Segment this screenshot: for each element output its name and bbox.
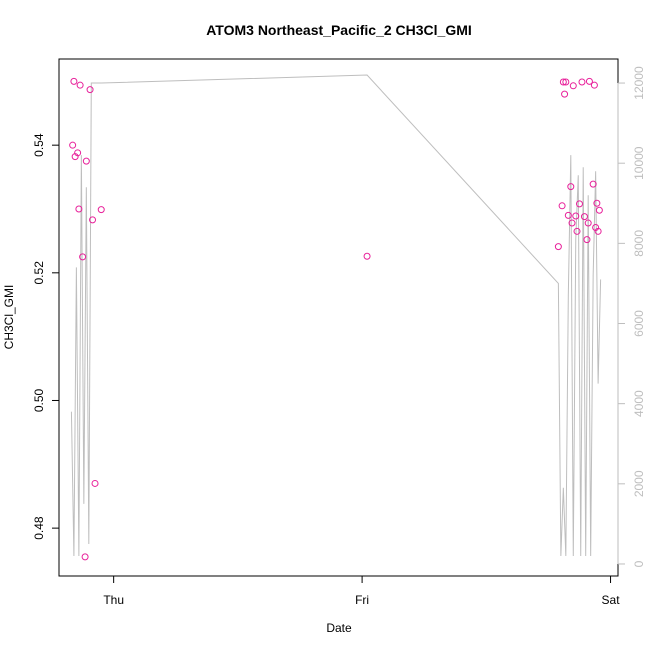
data-point <box>567 183 575 191</box>
x-tick-label: Sat <box>602 593 621 607</box>
x-axis: Thu Fri Sat <box>103 575 621 607</box>
y-tick-label: 0.54 <box>32 133 46 157</box>
chart-title: ATOM3 Northeast_Pacific_2 CH3Cl_GMI <box>206 22 472 38</box>
data-point <box>585 77 593 85</box>
data-point <box>363 252 371 260</box>
data-point <box>595 206 603 214</box>
data-point <box>583 236 591 244</box>
data-point <box>82 157 90 165</box>
data-point <box>561 90 569 98</box>
data-point <box>86 86 94 94</box>
y2-tick-label: 6000 <box>632 310 646 337</box>
data-point <box>593 199 601 207</box>
data-point <box>74 149 82 157</box>
data-point <box>558 202 566 210</box>
data-point <box>70 77 78 85</box>
y2-tick-label: 12000 <box>632 66 646 100</box>
data-point <box>562 78 570 86</box>
data-point <box>590 81 598 89</box>
data-point <box>584 219 592 227</box>
data-point <box>554 243 562 251</box>
data-point <box>97 206 105 214</box>
x-tick-label: Thu <box>103 593 124 607</box>
data-point <box>594 227 602 235</box>
x-axis-label: Date <box>326 621 352 635</box>
data-point <box>573 227 581 235</box>
data-point <box>575 200 583 208</box>
secondary-line-layer <box>70 74 602 556</box>
data-point <box>559 78 567 86</box>
y-axis-right: 0 2000 4000 6000 8000 10000 12000 <box>617 66 646 567</box>
y-axis-left: 0.48 0.50 0.52 0.54 <box>32 133 60 540</box>
data-point <box>572 212 580 220</box>
x-tick-label: Fri <box>355 593 369 607</box>
y-tick-label: 0.48 <box>32 516 46 540</box>
y2-tick-label: 10000 <box>632 146 646 180</box>
y2-tick-label: 4000 <box>632 390 646 417</box>
y-tick-label: 0.52 <box>32 261 46 285</box>
data-point <box>75 205 83 213</box>
data-point <box>81 553 89 561</box>
y-tick-label: 0.50 <box>32 388 46 412</box>
data-point <box>589 180 597 188</box>
data-point <box>76 81 84 89</box>
y2-tick-label: 2000 <box>632 470 646 497</box>
y-axis-label: CH3Cl_GMI <box>2 285 16 350</box>
y2-tick-label: 0 <box>632 560 646 567</box>
data-point <box>69 141 77 149</box>
data-point <box>79 253 87 261</box>
data-point <box>578 78 586 86</box>
data-point <box>568 219 576 227</box>
series-line-0 <box>70 74 602 556</box>
data-point <box>580 213 588 221</box>
point-layer <box>69 77 603 561</box>
data-point <box>569 82 577 90</box>
data-point <box>89 216 97 224</box>
data-point <box>91 479 99 487</box>
y2-tick-label: 8000 <box>632 230 646 257</box>
plot-frame <box>58 58 619 577</box>
data-point <box>564 211 572 219</box>
